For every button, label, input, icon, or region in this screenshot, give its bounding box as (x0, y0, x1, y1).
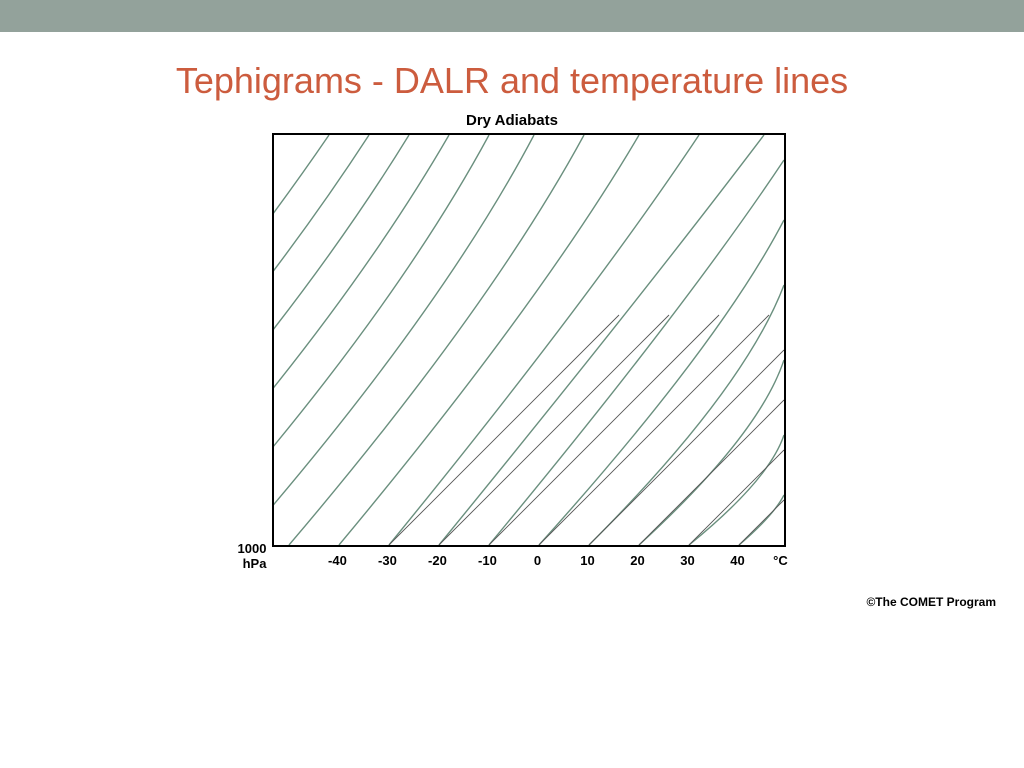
dry-adiabat-line (589, 285, 784, 545)
dry-adiabat-line (739, 495, 784, 545)
dry-adiabat-line (274, 135, 489, 545)
isotherm-line (389, 315, 619, 545)
x-axis: -40-30-20-10010203040°C (272, 553, 782, 571)
x-tick-label: 0 (534, 553, 541, 568)
dry-adiabat-line (274, 135, 329, 545)
x-tick-label: 10 (580, 553, 594, 568)
chart-title: Dry Adiabats (466, 112, 558, 129)
x-tick-label: 20 (630, 553, 644, 568)
x-tick-label: -40 (328, 553, 347, 568)
top-accent-bar (0, 0, 1024, 32)
dry-adiabat-line (274, 135, 449, 545)
copyright-text: ©The COMET Program (0, 595, 1024, 609)
slide-title: Tephigrams - DALR and temperature lines (0, 60, 1024, 102)
x-tick-label: 40 (730, 553, 744, 568)
chart-row: 1000 hPa -40 -30 -20 -10 0 10 20 30 40 °C (238, 133, 787, 571)
isotherm-line (539, 315, 769, 545)
x-tick-label: -10 (478, 553, 497, 568)
x-axis-unit: °C (773, 553, 788, 568)
dry-adiabat-line (389, 135, 699, 545)
isotherm-line (439, 315, 669, 545)
y-axis-pressure-unit: hPa (243, 557, 267, 571)
dry-adiabat-line (274, 135, 534, 545)
dry-adiabat-line (689, 435, 784, 545)
y-axis-label: 1000 hPa (238, 161, 273, 571)
y-axis-pressure-value: 1000 (238, 542, 267, 556)
dry-adiabat-line (639, 360, 784, 545)
x-tick-label: -20 (428, 553, 447, 568)
x-tick-label: 30 (680, 553, 694, 568)
chart-container: Dry Adiabats 1000 hPa -40 -30 -20 -10 0 10 20 3… (0, 112, 1024, 571)
isotherm-line (489, 315, 719, 545)
plot-area (272, 133, 786, 547)
isotherm-line (689, 450, 784, 545)
dry-adiabat-line (489, 160, 784, 545)
x-tick-label: -30 (378, 553, 397, 568)
plot-svg (274, 135, 784, 545)
isotherm-line (589, 350, 784, 545)
isotherm-line (739, 500, 784, 545)
dry-adiabat-line (274, 135, 369, 545)
